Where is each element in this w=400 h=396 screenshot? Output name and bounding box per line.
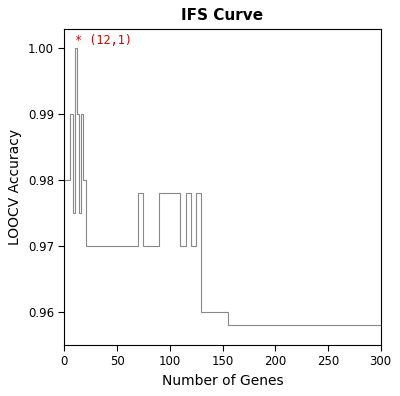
Title: IFS Curve: IFS Curve [182, 8, 264, 23]
Y-axis label: LOOCV Accuracy: LOOCV Accuracy [8, 129, 22, 245]
Text: * (12,1): * (12,1) [76, 34, 132, 47]
X-axis label: Number of Genes: Number of Genes [162, 374, 283, 388]
